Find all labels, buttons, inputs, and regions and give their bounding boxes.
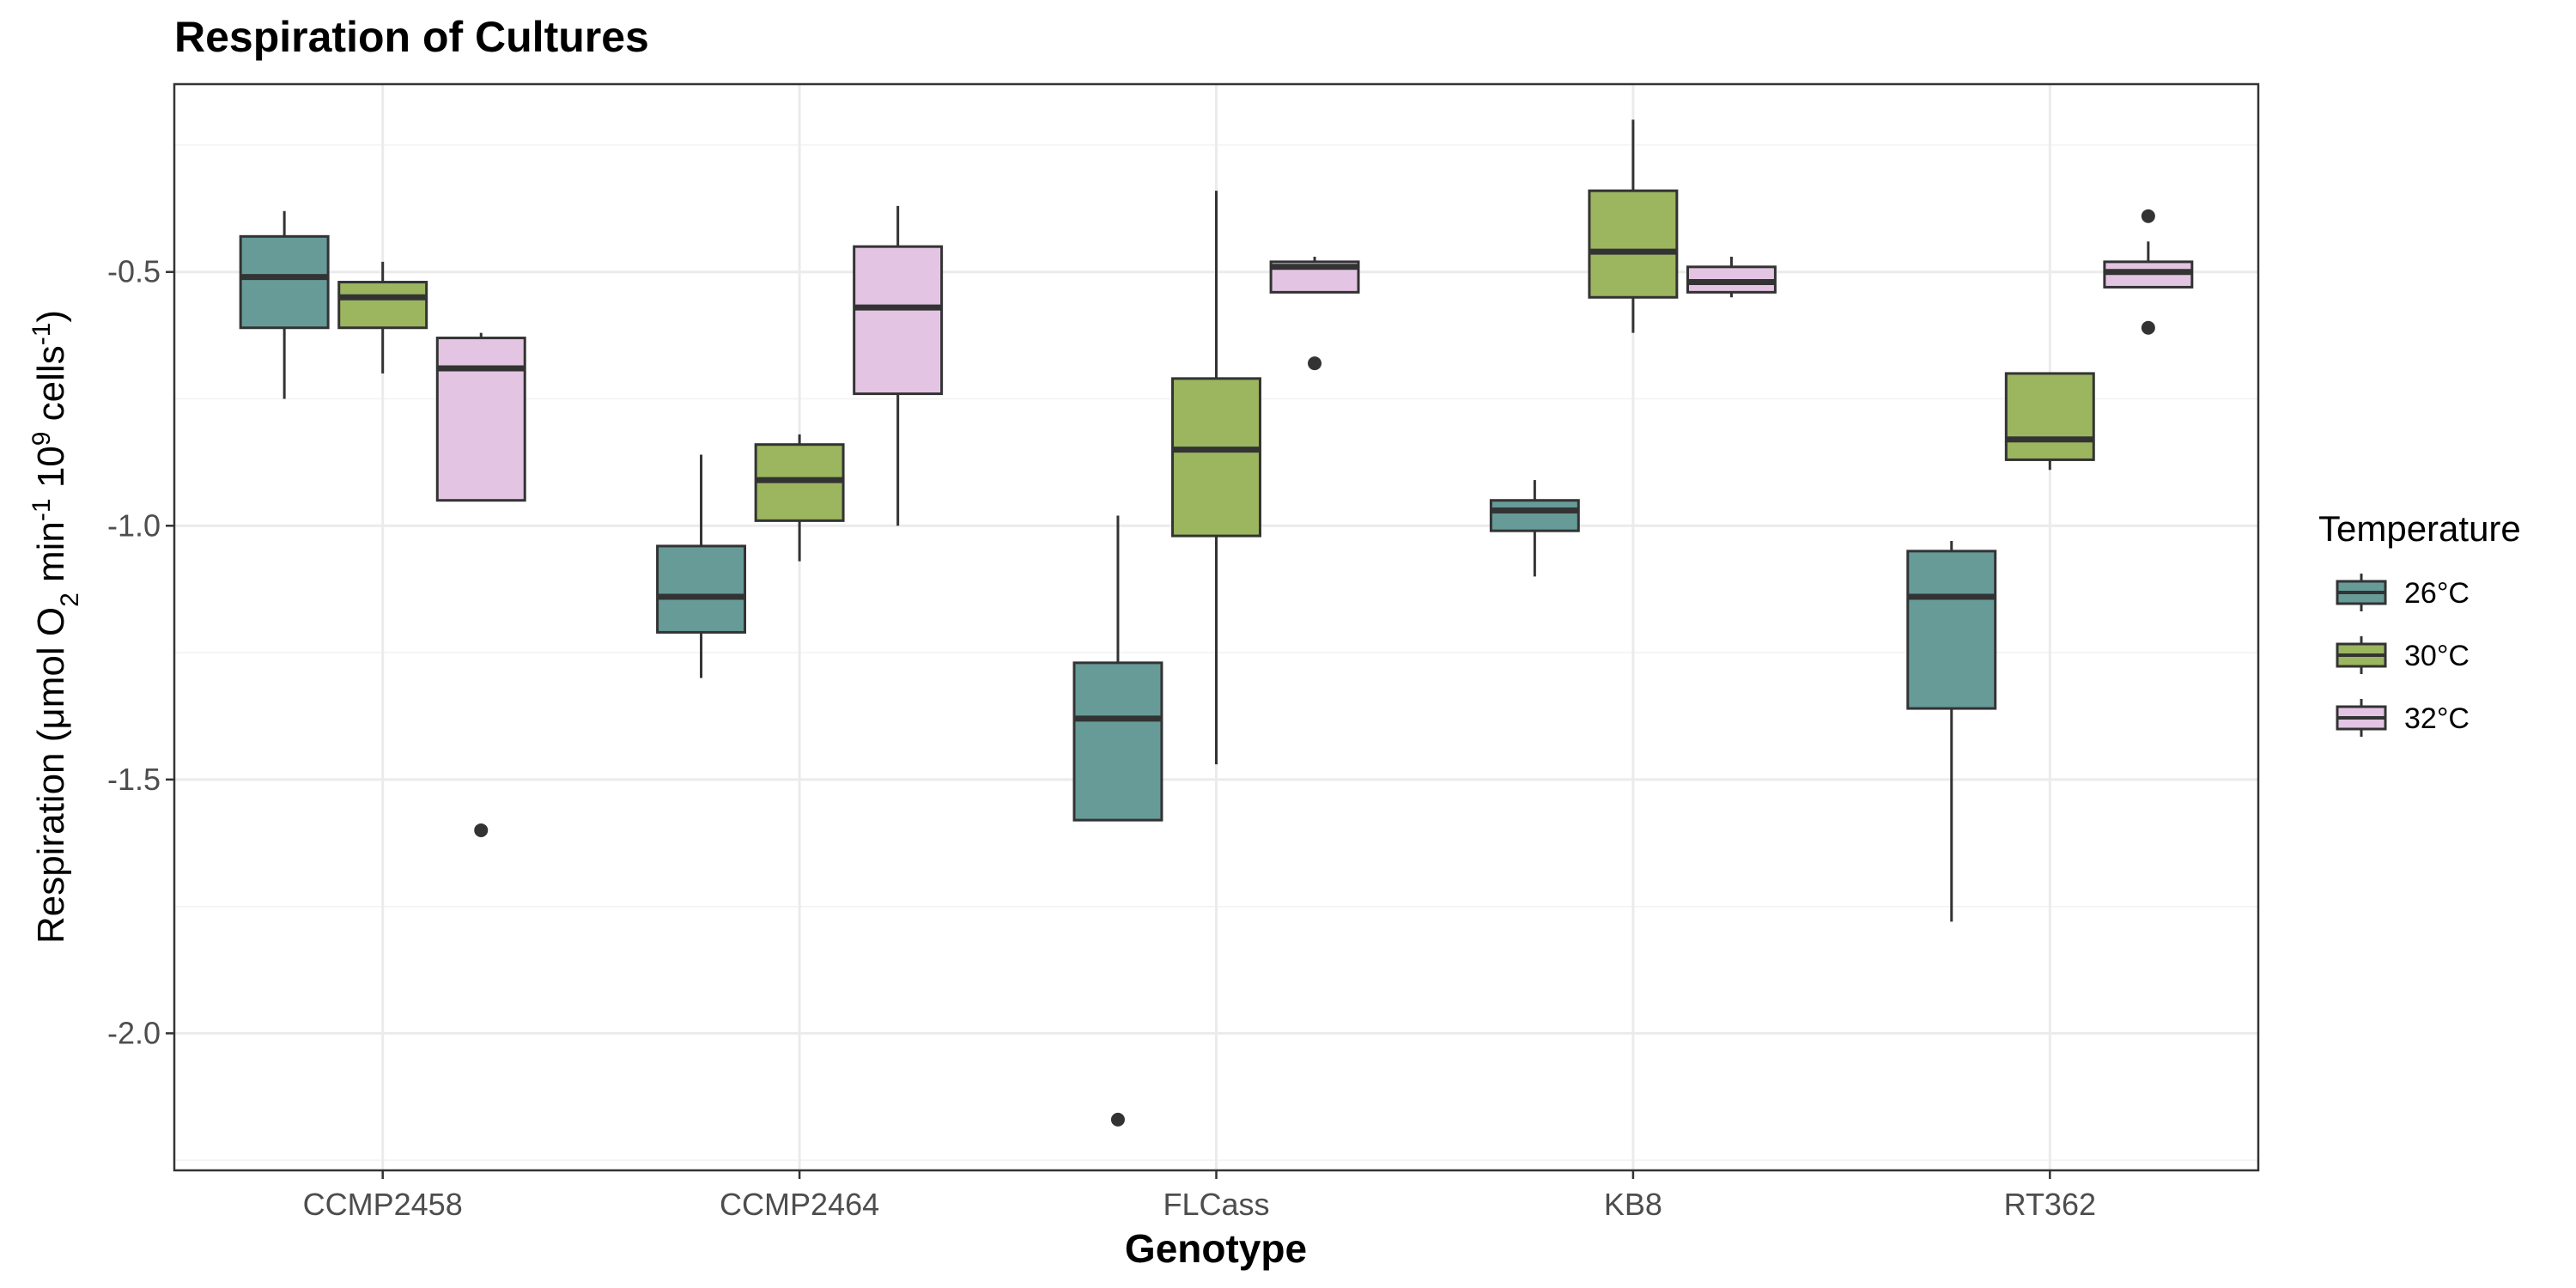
box-body bbox=[337, 281, 428, 330]
outlier-point bbox=[2141, 209, 2155, 223]
legend-label: 32°C bbox=[2404, 702, 2470, 735]
box-rt362-30c bbox=[2004, 372, 2095, 471]
box-ccmp2464-26c bbox=[656, 454, 747, 678]
box-kb8-30c bbox=[1588, 119, 1679, 333]
legend-entry-26c: 26°C bbox=[2336, 574, 2470, 611]
legend-entries: 26°C 30°C 32°C bbox=[2336, 574, 2470, 737]
box-body bbox=[656, 544, 747, 634]
x-tick-label: CCMP2464 bbox=[720, 1187, 879, 1222]
x-axis-ticks: CCMP2458 CCMP2464 FLCass KB8 RT362 bbox=[303, 1170, 2096, 1222]
y-axis-ticks: -2.0 -1.5 -1.0 -0.5 bbox=[107, 254, 174, 1050]
box-body bbox=[1489, 499, 1580, 532]
x-tick-label: FLCass bbox=[1163, 1187, 1269, 1222]
y-tick-label: -2.0 bbox=[107, 1015, 161, 1050]
box-body bbox=[2004, 372, 2095, 461]
box-flcass-30c bbox=[1171, 191, 1261, 765]
box-body bbox=[239, 234, 330, 330]
legend: Temperature 26°C 30°C 32°C bbox=[2318, 508, 2521, 737]
outlier-point bbox=[1110, 1112, 1125, 1127]
y-axis-title-part: 2 bbox=[56, 592, 84, 607]
box-flcass-32c bbox=[1269, 256, 1360, 371]
legend-entry-32c: 32°C bbox=[2336, 699, 2470, 737]
y-tick-label: -1.0 bbox=[107, 507, 161, 543]
box-rt362-26c bbox=[1906, 541, 1997, 922]
box-group bbox=[239, 119, 2194, 1127]
y-axis-title-part: ) bbox=[30, 310, 72, 323]
y-axis-title-part: -1 bbox=[27, 323, 56, 346]
chart-title: Respiration of Cultures bbox=[174, 13, 649, 61]
box-ccmp2464-32c bbox=[853, 205, 944, 526]
x-tick-label: KB8 bbox=[1604, 1187, 1662, 1222]
y-axis-title-part: cells bbox=[30, 345, 72, 431]
box-body bbox=[853, 245, 944, 396]
box-body bbox=[1072, 661, 1163, 822]
box-ccmp2458-26c bbox=[239, 210, 330, 399]
box-ccmp2464-30c bbox=[754, 434, 845, 562]
legend-label: 26°C bbox=[2404, 577, 2470, 610]
box-body bbox=[1906, 550, 1997, 710]
outlier-point bbox=[1308, 356, 1322, 371]
box-kb8-32c bbox=[1686, 256, 1777, 298]
legend-label: 30°C bbox=[2404, 640, 2470, 672]
box-body bbox=[435, 337, 526, 502]
outlier-point bbox=[2141, 320, 2155, 335]
legend-entry-30c: 30°C bbox=[2336, 636, 2470, 674]
y-axis-title-part: min bbox=[30, 521, 72, 592]
y-axis-title-part: -1 bbox=[27, 498, 56, 521]
box-body bbox=[1588, 189, 1679, 299]
box-ccmp2458-32c bbox=[435, 332, 526, 837]
y-axis-title-part: 9 bbox=[27, 432, 56, 447]
box-kb8-26c bbox=[1489, 480, 1580, 577]
box-rt362-32c bbox=[2103, 209, 2194, 335]
y-tick-label: -0.5 bbox=[107, 254, 161, 289]
y-axis-title-part: 10 bbox=[30, 446, 72, 498]
x-tick-label: RT362 bbox=[2004, 1187, 2096, 1222]
box-ccmp2458-30c bbox=[337, 261, 428, 374]
y-axis-title: Respiration (μmol O2 min-1 109 cells-1) bbox=[27, 310, 84, 944]
outlier-point bbox=[474, 823, 489, 837]
x-axis-title: Genotype bbox=[1125, 1226, 1307, 1271]
x-tick-label: CCMP2458 bbox=[303, 1187, 463, 1222]
box-flcass-26c bbox=[1072, 515, 1163, 1127]
y-axis-title-part: Respiration (μmol O bbox=[30, 607, 72, 944]
box-body bbox=[1171, 377, 1261, 538]
y-tick-label: -1.5 bbox=[107, 762, 161, 797]
legend-title: Temperature bbox=[2318, 508, 2521, 549]
